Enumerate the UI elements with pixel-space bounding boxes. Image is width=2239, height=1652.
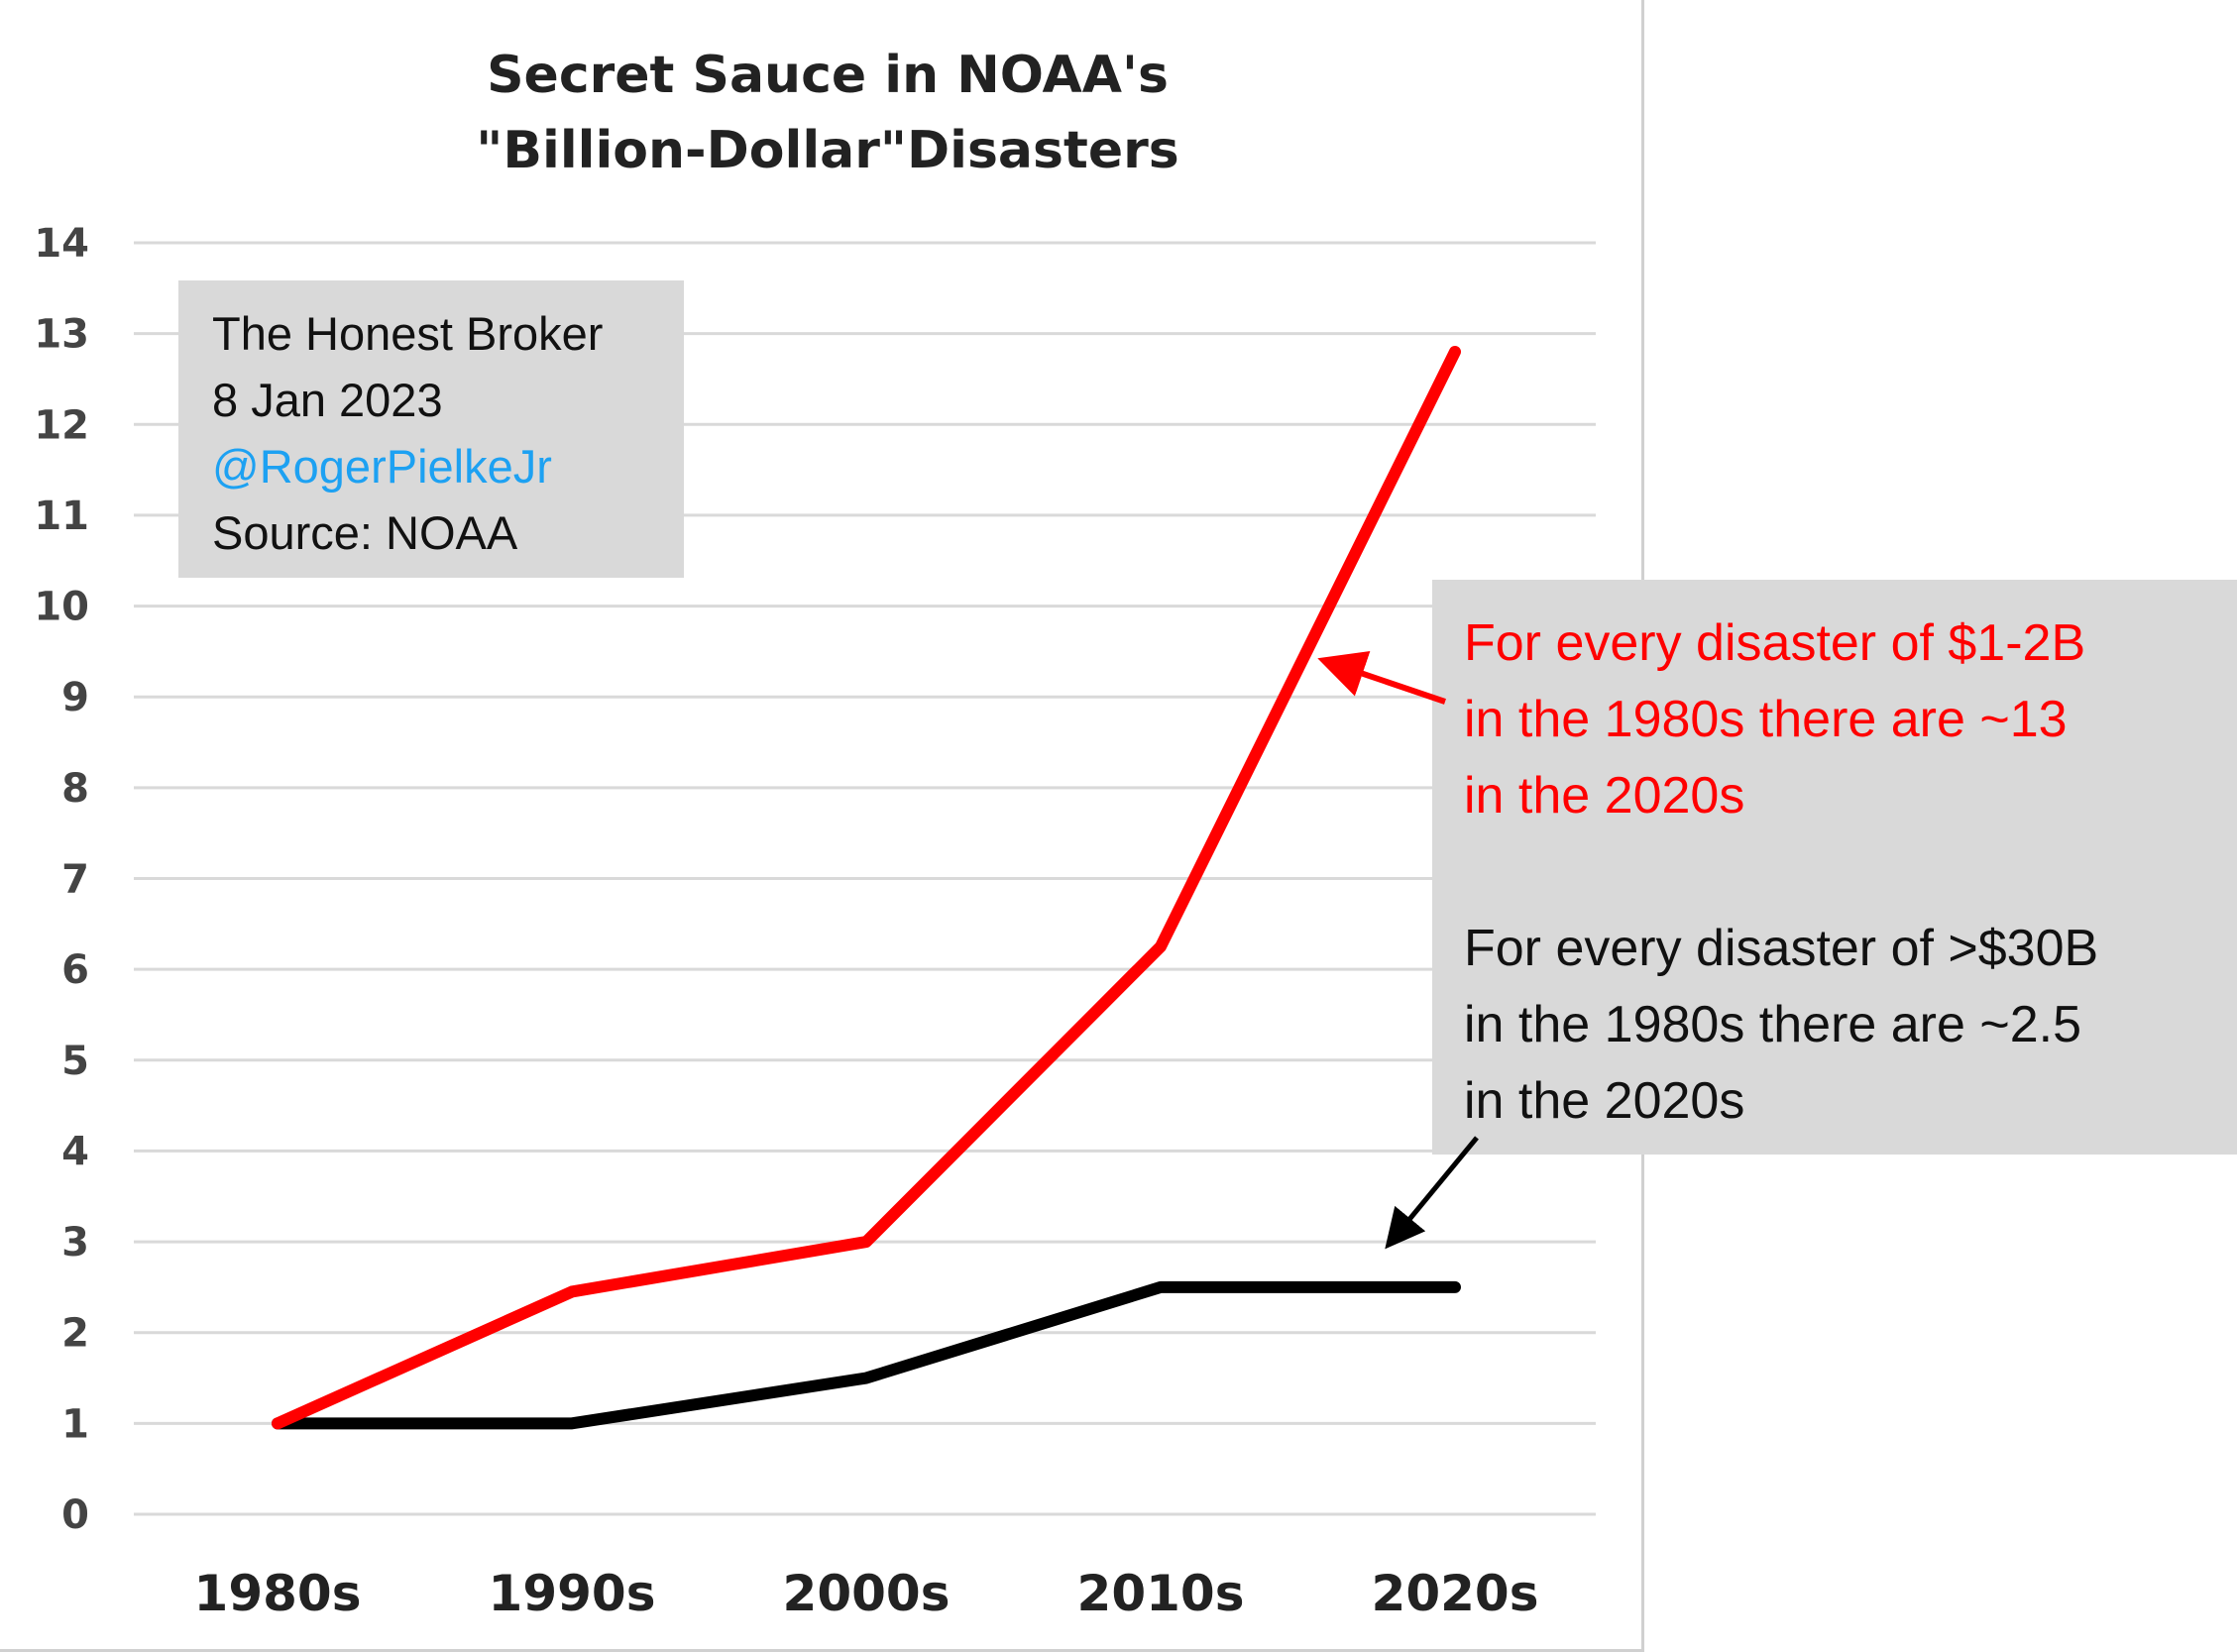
- y-tick-label: 11: [34, 494, 89, 539]
- series-line-large: [272, 1280, 1461, 1430]
- y-tick-label: 12: [34, 402, 89, 448]
- series-lines: [272, 345, 1461, 1430]
- x-tick-label: 2010s: [1077, 1565, 1245, 1622]
- annotation-box: For every disaster of $1-2B in the 1980s…: [1432, 580, 2237, 1155]
- y-tick-label: 0: [61, 1492, 89, 1538]
- annotation-black: For every disaster of >$30B in the 1980s…: [1464, 911, 2237, 1140]
- y-tick-label: 5: [61, 1039, 89, 1084]
- x-tick-label: 1990s: [489, 1565, 656, 1622]
- annotation-red-line-2: in the 1980s there are ~13: [1464, 691, 2068, 748]
- chart-title-line-1: Secret Sauce in NOAA's: [487, 46, 1169, 105]
- y-tick-label: 9: [61, 675, 89, 720]
- y-tick-label: 6: [61, 947, 89, 993]
- y-tick-label: 1: [61, 1401, 89, 1447]
- chart-title-line-2: "Billion-Dollar"Disasters: [476, 121, 1178, 180]
- y-tick-label: 7: [61, 857, 89, 903]
- x-axis-ticks: 1980s 1990s 2000s 2010s 2020s: [194, 1565, 1539, 1622]
- y-tick-label: 14: [34, 221, 89, 267]
- series-line-small: [272, 345, 1461, 1430]
- x-tick-label: 2000s: [783, 1565, 951, 1622]
- x-tick-label: 1980s: [194, 1565, 362, 1622]
- annotation-red-line-1: For every disaster of $1-2B: [1464, 614, 2086, 672]
- x-tick-label: 2020s: [1372, 1565, 1539, 1622]
- y-tick-label: 3: [61, 1220, 89, 1266]
- y-tick-label: 2: [61, 1311, 89, 1357]
- credit-date: 8 Jan 2023: [212, 374, 443, 426]
- annotation-red-line-3: in the 2020s: [1464, 767, 1745, 825]
- credit-box: The Honest Broker 8 Jan 2023 @RogerPielk…: [178, 280, 684, 578]
- credit-source: Source: NOAA: [212, 506, 518, 559]
- annotation-black-line-1: For every disaster of >$30B: [1464, 920, 2099, 977]
- credit-publication: The Honest Broker: [212, 307, 604, 360]
- y-tick-label: 8: [61, 766, 89, 812]
- y-tick-label: 13: [34, 312, 89, 358]
- y-tick-label: 4: [61, 1129, 89, 1174]
- y-tick-label: 10: [34, 585, 89, 630]
- credit-twitter-handle[interactable]: @RogerPielkeJr: [212, 440, 552, 493]
- annotation-black-line-2: in the 1980s there are ~2.5: [1464, 996, 2082, 1053]
- annotation-red: For every disaster of $1-2B in the 1980s…: [1464, 606, 2237, 834]
- annotation-black-line-3: in the 2020s: [1464, 1072, 1745, 1130]
